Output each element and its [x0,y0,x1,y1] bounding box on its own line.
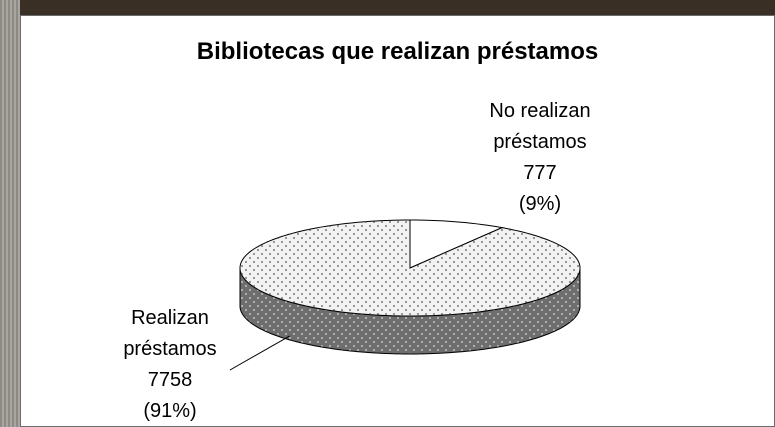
slice-pattern [240,220,580,316]
category-label: Realizan préstamos [123,307,217,360]
slice [409,219,504,269]
category-label: No realizan préstamos [489,100,591,153]
leader-line [229,335,290,371]
slice-label: Realizan préstamos 7758 (91%) [85,303,255,427]
window-edge [0,0,20,427]
percent-label: (91%) [143,400,197,422]
slice-label: No realizan préstamos 777 (9%) [455,96,625,220]
value-label: 777 [523,162,557,184]
chart-title: Bibliotecas que realizan préstamos [196,38,599,65]
value-label: 7758 [147,369,193,391]
percent-label: (9%) [518,193,562,215]
